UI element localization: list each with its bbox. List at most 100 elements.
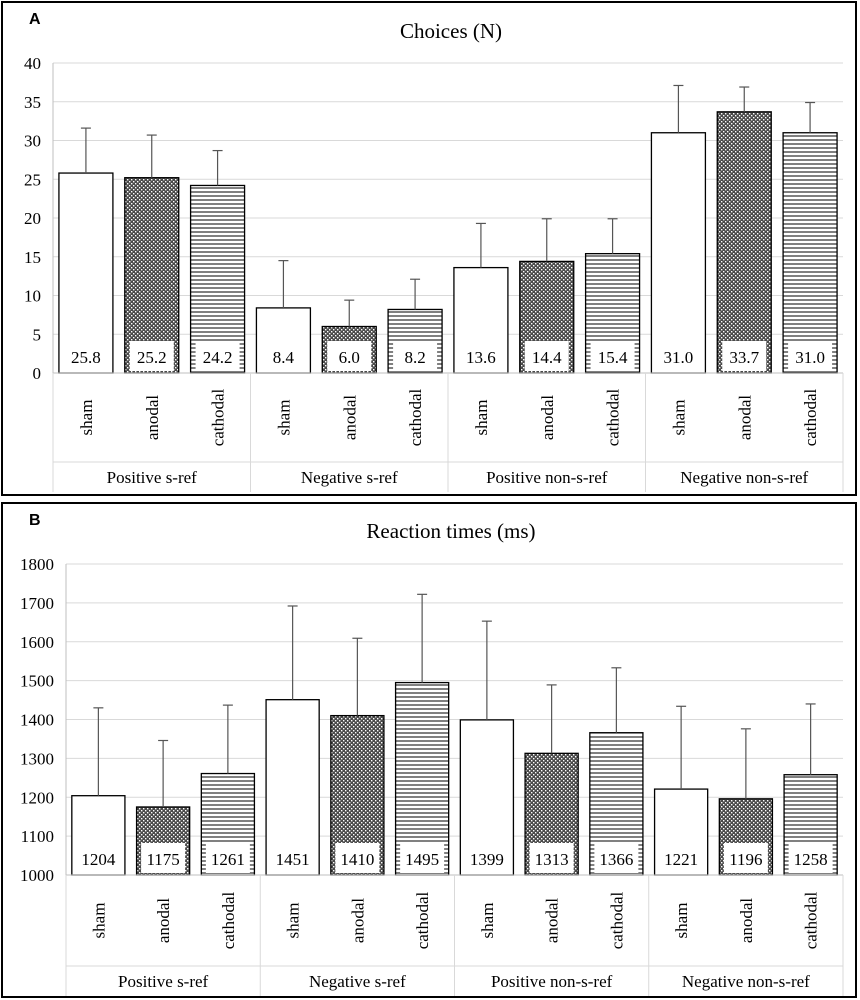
value-label: 6.0 (339, 348, 360, 367)
value-label-box (722, 341, 767, 371)
value-label: 31.0 (795, 348, 825, 367)
value-label: 14.4 (532, 348, 562, 367)
group-label: Negative s-ref (301, 468, 398, 487)
bar-cathodal (782, 132, 838, 374)
value-label: 25.2 (137, 348, 167, 367)
value-label-box (327, 341, 372, 371)
value-label-box (788, 341, 833, 371)
chart-title: Choices (N) (400, 19, 502, 43)
value-label-box (590, 341, 635, 371)
value-label-box (335, 843, 380, 873)
value-label-box (393, 341, 438, 371)
y-tick-label: 30 (24, 132, 41, 151)
x-tick-label: cathodal (802, 891, 821, 949)
value-label-box (141, 843, 186, 873)
value-label-box (524, 341, 569, 371)
group-label: Negative non-s-ref (680, 468, 808, 487)
x-tick-label: sham (284, 903, 303, 939)
y-tick-label: 0 (33, 364, 42, 383)
x-tick-label: anodal (737, 898, 756, 944)
x-tick-label: cathodal (219, 891, 238, 949)
y-tick-label: 1700 (20, 594, 54, 613)
value-label-box (656, 341, 701, 371)
value-label: 1221 (664, 850, 698, 869)
x-tick-label: sham (478, 903, 497, 939)
y-tick-label: 20 (24, 209, 41, 228)
value-label-box (261, 341, 306, 371)
panel-a-letter: A (29, 11, 41, 28)
y-tick-label: 1200 (20, 788, 54, 807)
reaction-times-chart: Reaction times (ms) 1000 1100 1200 1300 1400 1… (20, 519, 844, 996)
value-label: 1261 (211, 850, 245, 869)
group-label: Negative non-s-ref (682, 972, 810, 991)
bar-sham (650, 132, 707, 374)
x-tick-label: anodal (143, 395, 162, 441)
panel-b-letter: B (29, 512, 41, 529)
y-tick-label: 1400 (20, 711, 54, 730)
value-label-box (594, 843, 639, 873)
y-tick-label: 1800 (20, 555, 54, 574)
x-tick-label: cathodal (413, 891, 432, 949)
value-label: 1451 (276, 850, 310, 869)
y-tick-label: 15 (24, 248, 41, 267)
value-label-box (723, 843, 768, 873)
value-label: 1175 (146, 850, 179, 869)
x-tick-label: cathodal (406, 388, 425, 446)
value-label-box (458, 341, 503, 371)
panel-b: B Reaction times (ms) 1000 1100 1200 1300 140… (1, 502, 857, 998)
value-label: 8.4 (273, 348, 295, 367)
value-label: 1196 (729, 850, 762, 869)
choices-chart: Choices (N) 0 5 10 15 20 25 30 35 40 25.8 25.2 24.2 8… (24, 19, 844, 492)
y-tick-label: 25 (24, 170, 41, 189)
x-tick-label: cathodal (209, 388, 228, 446)
value-label: 15.4 (598, 348, 628, 367)
value-label-box (529, 843, 574, 873)
value-label: 1410 (340, 850, 374, 869)
bar-sham (58, 172, 114, 374)
bar-anodal (124, 177, 180, 374)
value-label: 1366 (599, 850, 633, 869)
value-label-box (63, 341, 108, 371)
value-label-box (205, 843, 250, 873)
x-tick-label: sham (672, 903, 691, 939)
value-label-box (400, 843, 445, 873)
value-label: 1495 (405, 850, 439, 869)
x-tick-label: sham (472, 400, 491, 436)
value-label: 33.7 (729, 348, 759, 367)
panel-a: A Choices (N) 0 5 10 15 20 25 30 35 40 25.8 25.2 24.… (1, 1, 857, 496)
x-tick-label: anodal (154, 898, 173, 944)
value-label-box (195, 341, 240, 371)
y-tick-label: 1600 (20, 633, 54, 652)
x-tick-label: sham (77, 400, 96, 436)
x-tick-label: anodal (735, 395, 754, 441)
y-tick-label: 1100 (21, 827, 54, 846)
value-label-box (129, 341, 174, 371)
y-tick-label: 40 (24, 54, 41, 73)
value-label: 1313 (535, 850, 569, 869)
value-label: 13.6 (466, 348, 496, 367)
x-tick-label: anodal (538, 395, 557, 441)
value-label: 1204 (81, 850, 116, 869)
group-label: Positive s-ref (107, 468, 198, 487)
value-label: 31.0 (664, 348, 694, 367)
group-label: Positive non-s-ref (486, 468, 608, 487)
x-tick-label: sham (669, 400, 688, 436)
value-label: 25.8 (71, 348, 101, 367)
value-label-box (788, 843, 833, 873)
value-label: 1258 (794, 850, 828, 869)
y-tick-label: 1000 (20, 866, 54, 885)
x-tick-label: cathodal (801, 388, 820, 446)
x-tick-label: sham (89, 903, 108, 939)
value-label: 8.2 (404, 348, 425, 367)
x-tick-label: cathodal (607, 891, 626, 949)
value-label-box (659, 843, 704, 873)
y-tick-label: 5 (33, 325, 42, 344)
value-label-box (464, 843, 509, 873)
y-tick-label: 1500 (20, 672, 54, 691)
x-tick-label: anodal (348, 898, 367, 944)
y-tick-label: 1300 (20, 749, 54, 768)
bar-anodal (716, 111, 772, 374)
group-label: Negative s-ref (309, 972, 406, 991)
x-tick-label: anodal (340, 395, 359, 441)
value-label: 1399 (470, 850, 504, 869)
